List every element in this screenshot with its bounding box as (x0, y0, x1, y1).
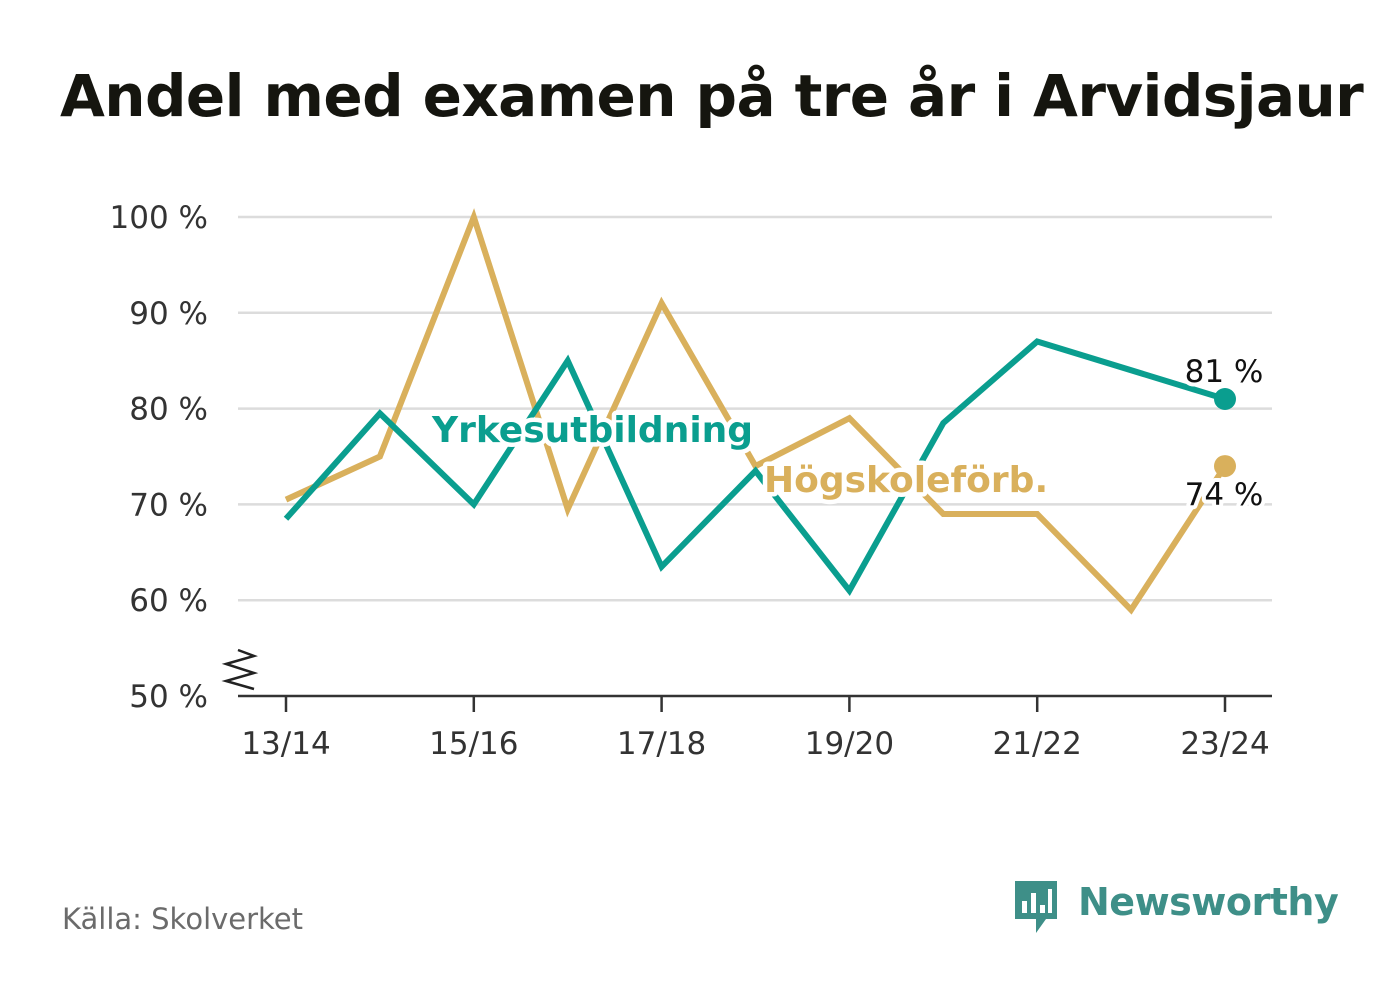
x-tick-label: 19/20 (805, 726, 894, 762)
brand-name: Newsworthy (1078, 880, 1339, 924)
x-tick-label: 15/16 (429, 726, 518, 762)
y-tick-label: 60 % (129, 583, 208, 619)
series-lines (283, 208, 1236, 615)
y-tick-label: 90 % (129, 296, 208, 332)
y-tick-label: 70 % (129, 487, 208, 523)
series-line-h-gskolef-rb- (284, 208, 1228, 615)
end-value-label: 81 % (1185, 354, 1264, 390)
series-name-label: Yrkesutbildning (431, 410, 753, 451)
x-tick-label: 23/24 (1180, 726, 1269, 762)
series-line-yrkesutbildning (283, 338, 1226, 596)
end-value-label: 74 % (1185, 477, 1264, 513)
series-end-point (1214, 388, 1236, 411)
series-labels: Yrkesutbildning Högskoleförb. 81 % 74 % (427, 350, 1268, 517)
x-tick-label: 13/14 (241, 726, 330, 762)
gridlines (238, 215, 1272, 602)
x-tick-label: 21/22 (993, 726, 1082, 762)
x-tick-label: 17/18 (617, 726, 706, 762)
series-name-label: Högskoleförb. (764, 460, 1048, 501)
bar-chart-speech-bubble-icon (1015, 881, 1057, 933)
chart-title: Andel med examen på tre år i Arvidsjaur (60, 62, 1364, 130)
source-note: Källa: Skolverket (62, 902, 304, 936)
y-tick-label: 50 % (129, 679, 208, 715)
axis-break-icon (221, 648, 259, 691)
newsworthy-logo[interactable]: Newsworthy (1012, 878, 1339, 938)
y-tick-label: 80 % (129, 392, 208, 428)
axes: 100 % 90 % 80 % 70 % 60 % 50 % 13/14 15/16 17/18… (110, 200, 1272, 762)
y-tick-label: 100 % (110, 200, 208, 236)
series-end-point (1214, 455, 1236, 478)
